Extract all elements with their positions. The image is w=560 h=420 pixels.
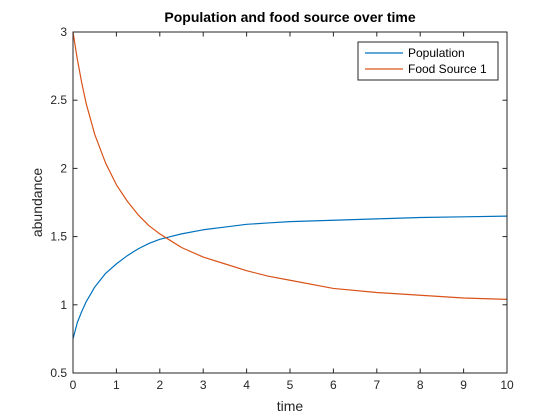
y-tick-label: 1 — [60, 298, 67, 312]
y-tick-label: 1.5 — [50, 230, 67, 244]
x-tick-label: 10 — [500, 378, 514, 392]
series-layer — [73, 32, 507, 340]
x-tick-label: 0 — [70, 378, 77, 392]
series-line-food-source-1 — [73, 32, 507, 300]
y-tick-label: 0.5 — [50, 366, 67, 380]
x-axis-title: time — [277, 398, 304, 414]
y-tick-label: 3 — [60, 25, 67, 39]
x-tick-label: 4 — [243, 378, 250, 392]
ticks-layer: 0 1 2 3 4 5 6 7 8 9 10 0.5 1 1.5 2 2.5 3 — [50, 25, 514, 392]
x-tick-label: 5 — [287, 378, 294, 392]
chart-title: Population and food source over time — [164, 9, 415, 25]
x-tick-label: 6 — [330, 378, 337, 392]
axes-background — [73, 32, 507, 373]
x-tick-label: 9 — [460, 378, 467, 392]
plot-area — [73, 32, 507, 373]
y-tick-label: 2.5 — [50, 93, 67, 107]
x-tick-label: 7 — [373, 378, 380, 392]
legend-label: Population — [408, 46, 465, 60]
x-tick-label: 8 — [417, 378, 424, 392]
legend-box — [357, 41, 499, 81]
x-tick-label: 2 — [156, 378, 163, 392]
x-tick-label: 3 — [200, 378, 207, 392]
y-axis-title: abundance — [29, 168, 45, 238]
legend: Population Food Source 1 — [357, 41, 499, 81]
y-tick-label: 2 — [60, 161, 67, 175]
x-tick-label: 1 — [113, 378, 120, 392]
series-line-population — [73, 215, 507, 340]
legend-label: Food Source 1 — [408, 62, 487, 76]
